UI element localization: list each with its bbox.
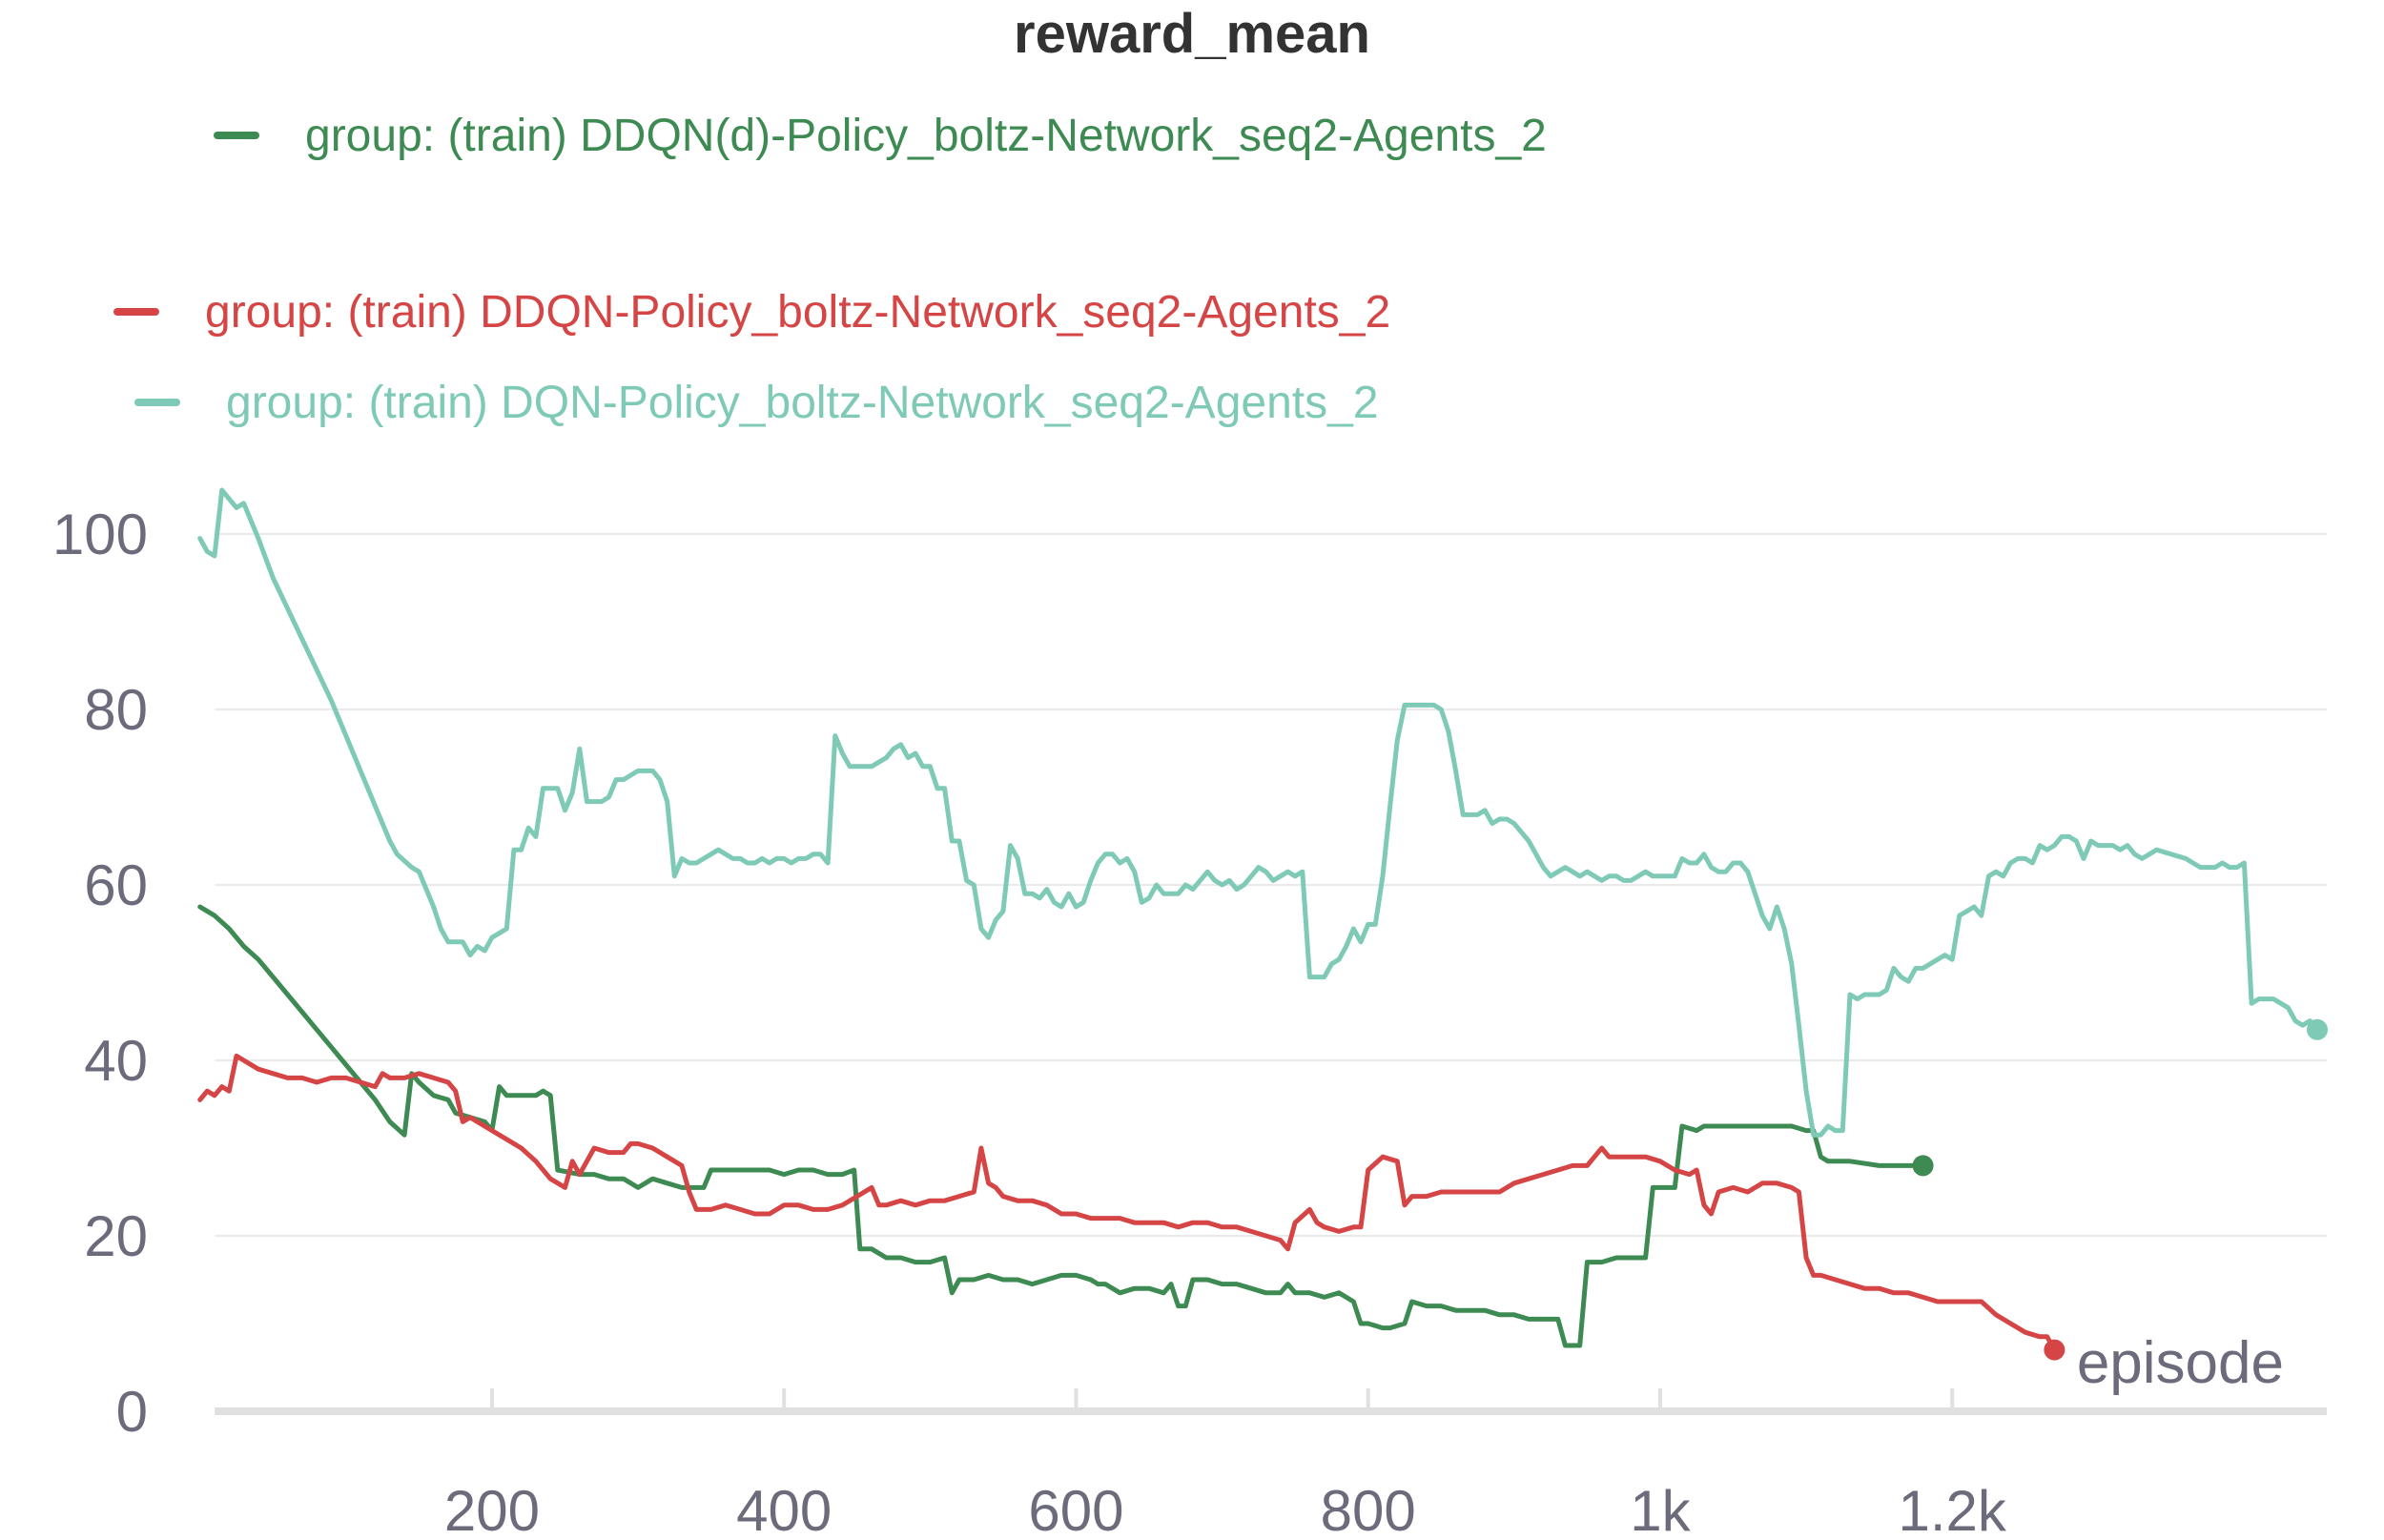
x-tick-label: 200	[444, 1479, 540, 1540]
y-tick-label: 20	[84, 1204, 148, 1268]
legend-entry: group: (train) DQN-Policy_boltz-Network_…	[226, 378, 1379, 428]
x-tick-label: 400	[736, 1479, 832, 1540]
grid	[215, 533, 2327, 1415]
series-line	[197, 904, 1926, 1348]
x-tick-label: 600	[1028, 1479, 1123, 1540]
legend-entry: group: (train) DDQN(d)-Policy_boltz-Netw…	[305, 111, 1547, 161]
series-end-marker	[1912, 1155, 1934, 1177]
legend-entry: group: (train) DDQN-Policy_boltz-Network…	[205, 287, 1390, 338]
chart-title: reward_mean	[1014, 3, 1370, 65]
x-tick-label: 1k	[1630, 1479, 1691, 1540]
y-tick-label: 40	[84, 1029, 148, 1093]
series-end-marker	[2044, 1339, 2065, 1361]
x-tick-label: 800	[1321, 1479, 1416, 1540]
y-axis: 0 20 40 60 80 100	[52, 503, 148, 1444]
x-axis: 200 400 600 800 1k 1.2k	[444, 1388, 2007, 1540]
series-line	[197, 1053, 2057, 1353]
legend: group: (train) DDQN(d)-Policy_boltz-Netw…	[113, 111, 1547, 428]
y-tick-label: 0	[116, 1380, 148, 1444]
series-layer	[197, 487, 2328, 1361]
x-tick-label: 1.2k	[1898, 1479, 2006, 1540]
series-line	[197, 487, 2320, 1138]
y-tick-label: 60	[84, 853, 148, 917]
y-tick-label: 100	[52, 503, 148, 566]
x-axis-label: episode	[2077, 1330, 2284, 1396]
series-end-marker	[2307, 1018, 2328, 1040]
y-tick-label: 80	[84, 678, 148, 742]
